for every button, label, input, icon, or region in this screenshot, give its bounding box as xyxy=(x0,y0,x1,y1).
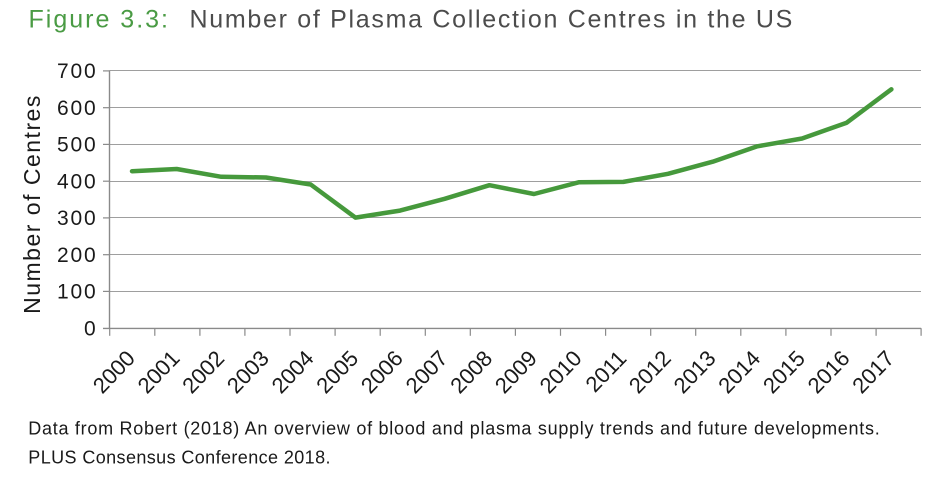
svg-text:0: 0 xyxy=(84,317,97,340)
svg-text:100: 100 xyxy=(57,281,97,304)
svg-text:600: 600 xyxy=(57,97,97,120)
svg-text:Number of Plasma Collection Ce: Number of Plasma Collection Centres in t… xyxy=(190,6,795,34)
svg-text:Number of Centres: Number of Centres xyxy=(19,94,45,314)
svg-text:300: 300 xyxy=(57,207,97,230)
svg-text:400: 400 xyxy=(57,170,97,193)
svg-text:Data from Robert (2018) An ove: Data from Robert (2018) An overview of b… xyxy=(28,419,880,439)
svg-text:200: 200 xyxy=(57,244,97,267)
svg-text:500: 500 xyxy=(57,134,97,157)
svg-text:700: 700 xyxy=(57,60,97,83)
svg-text:Figure 3.3:: Figure 3.3: xyxy=(29,6,171,34)
svg-text:PLUS Consensus Conference 2018: PLUS Consensus Conference 2018. xyxy=(28,447,331,467)
